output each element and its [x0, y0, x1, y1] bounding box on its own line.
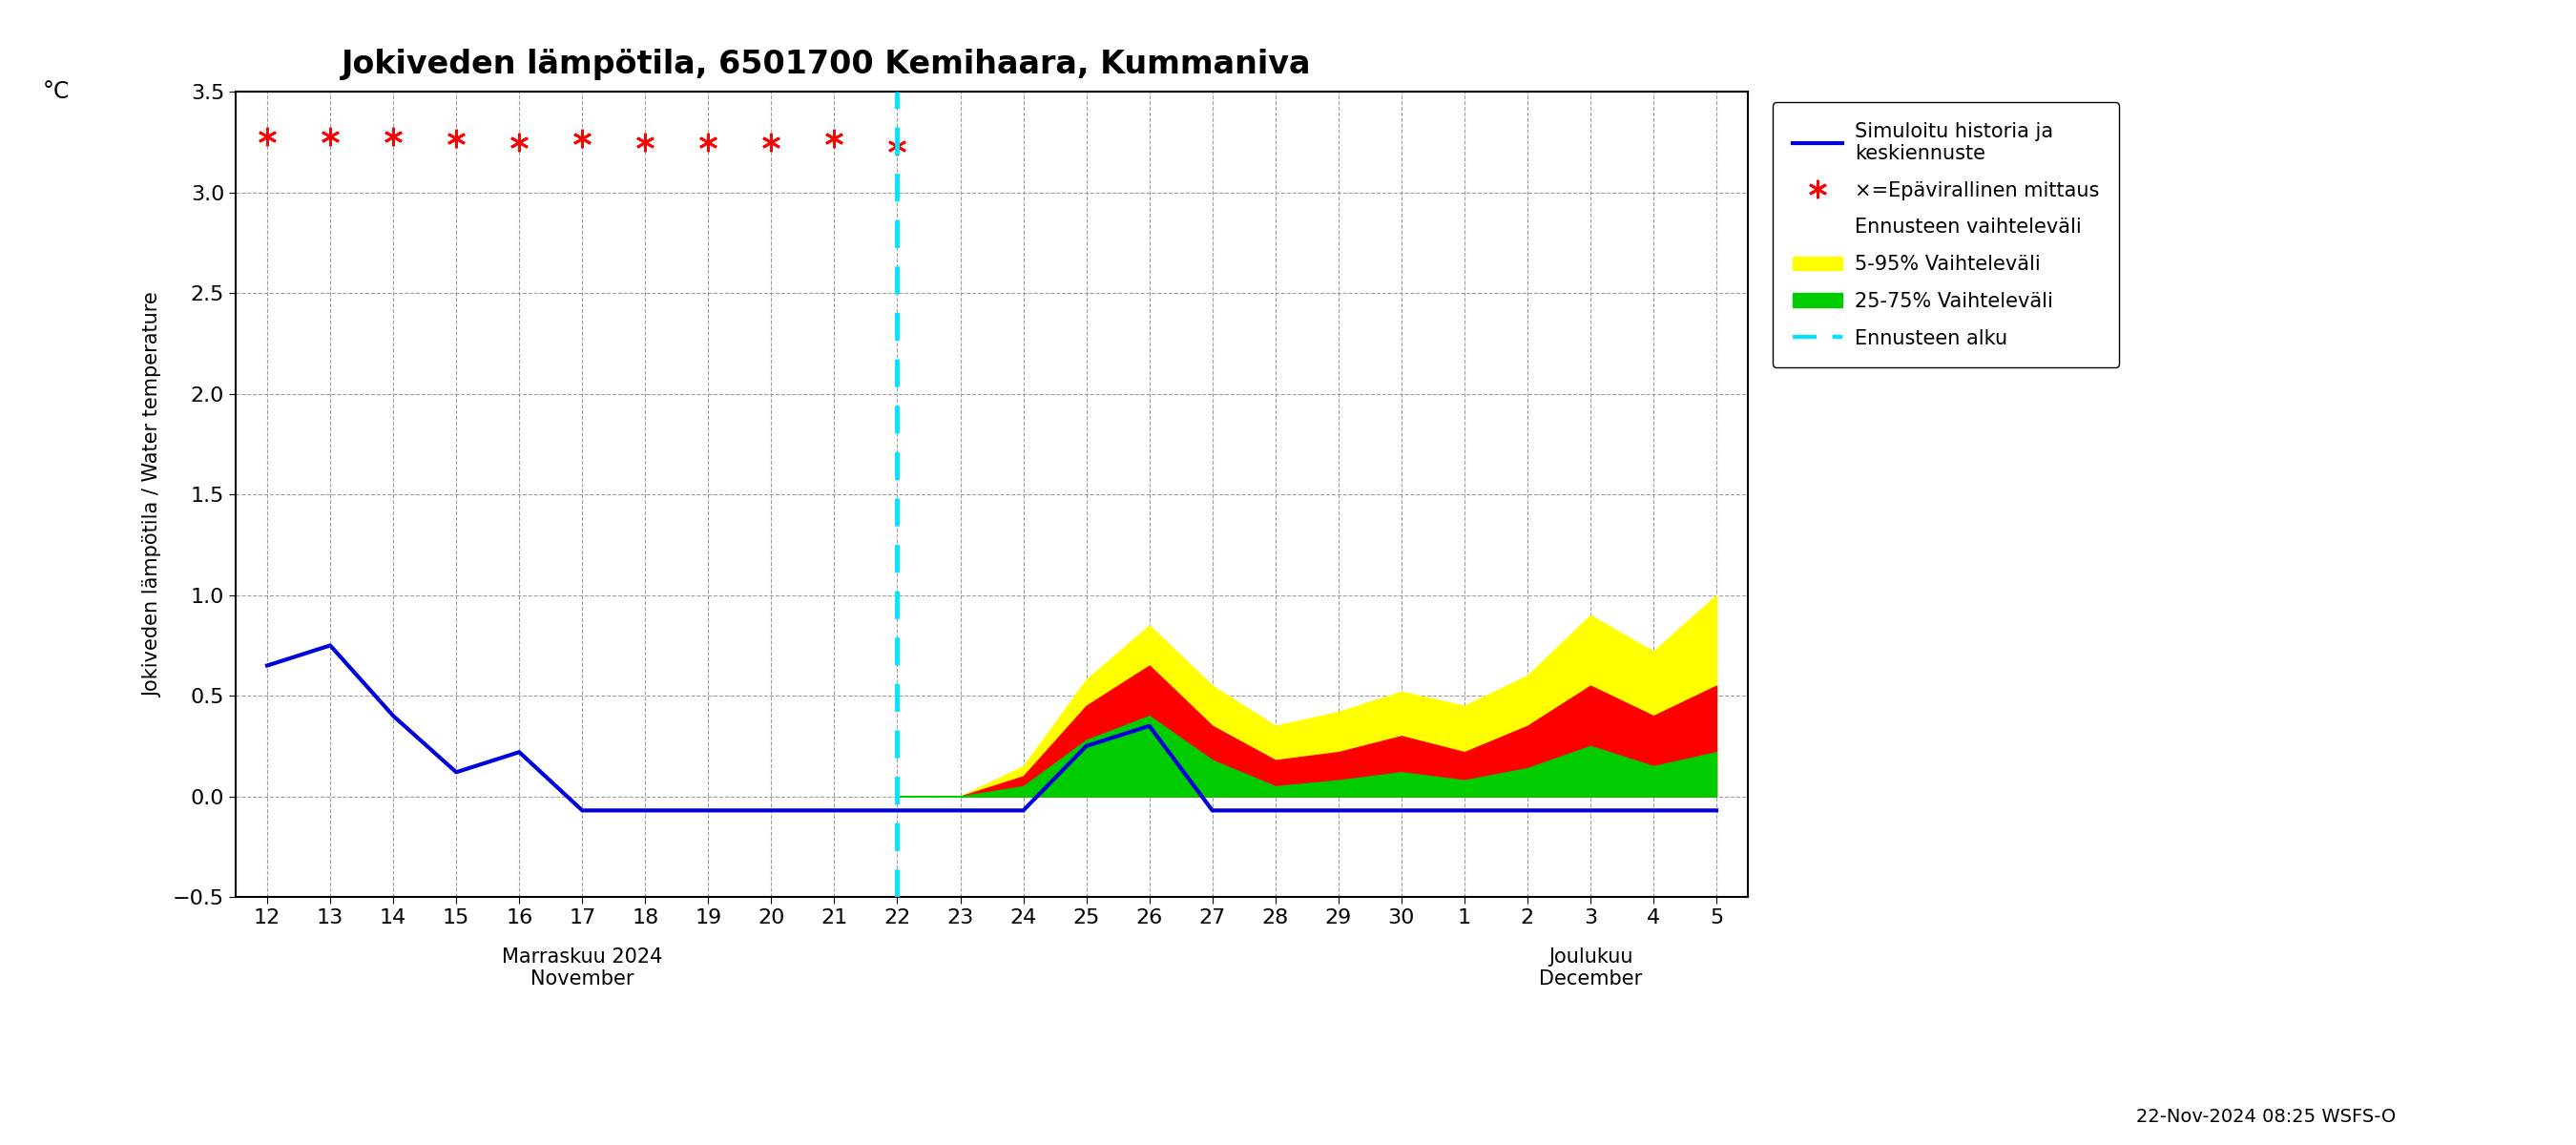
- Legend: Simuloitu historia ja
keskiennuste, ×=Epävirallinen mittaus, Ennusteen vaihtelev: Simuloitu historia ja keskiennuste, ×=Ep…: [1772, 102, 2120, 368]
- Y-axis label: Jokiveden lämpötila / Water temperature: Jokiveden lämpötila / Water temperature: [144, 292, 162, 697]
- Text: °C: °C: [44, 80, 70, 103]
- Text: 22-Nov-2024 08:25 WSFS-O: 22-Nov-2024 08:25 WSFS-O: [2136, 1108, 2396, 1126]
- Text: Jokiveden lämpötila, 6501700 Kemihaara, Kummaniva: Jokiveden lämpötila, 6501700 Kemihaara, …: [343, 48, 1311, 80]
- Text: Joulukuu
December: Joulukuu December: [1538, 947, 1641, 988]
- Text: Marraskuu 2024
November: Marraskuu 2024 November: [502, 947, 662, 988]
